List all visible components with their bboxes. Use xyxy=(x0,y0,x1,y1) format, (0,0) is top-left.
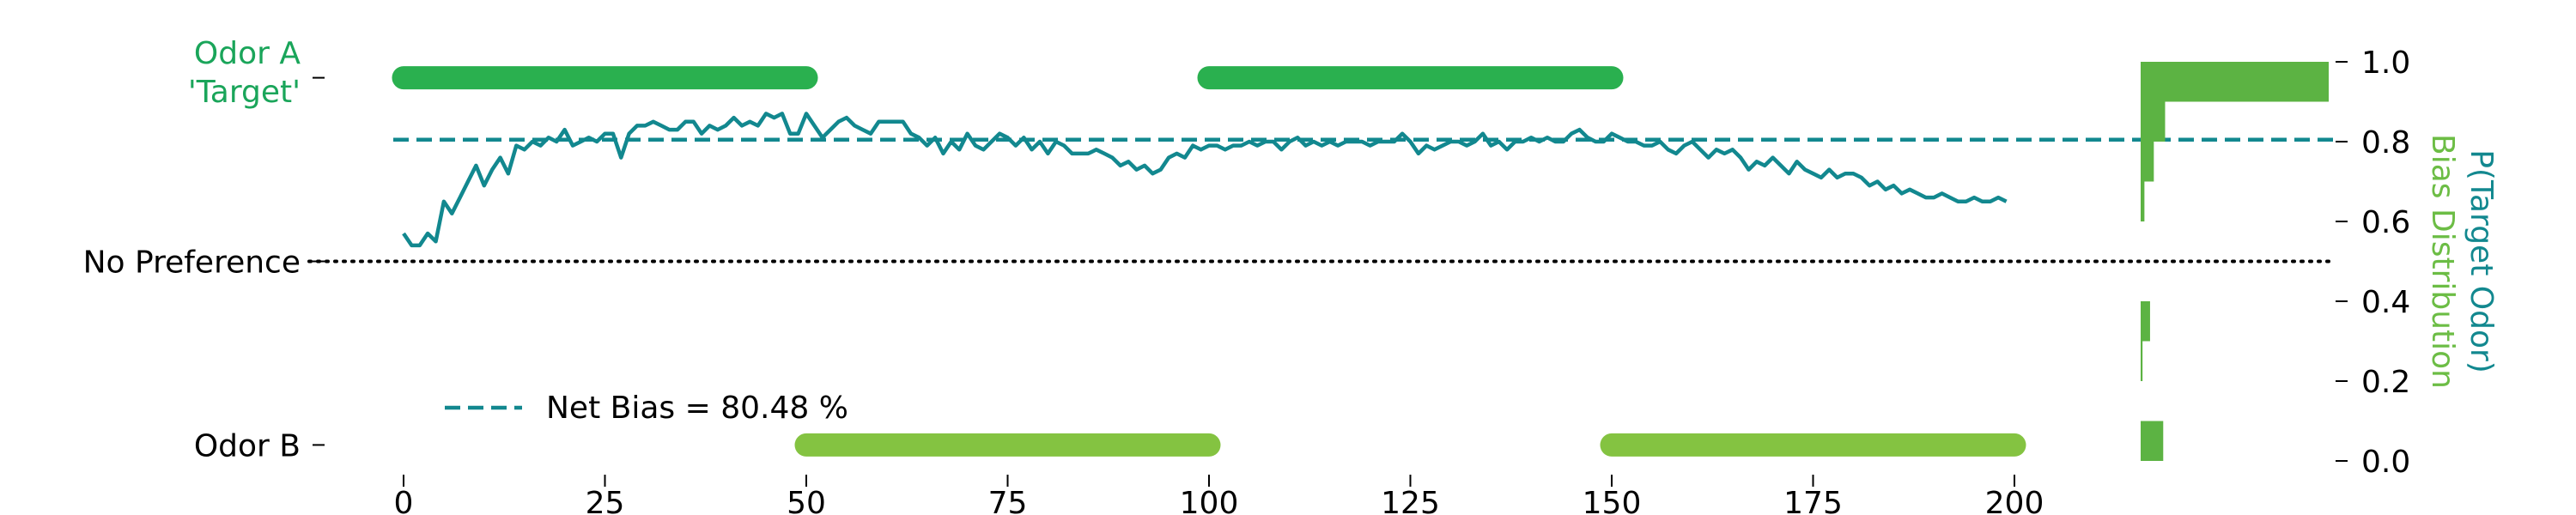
left-label-odor_a-line-1: 'Target' xyxy=(188,75,301,110)
bias-bin-3 xyxy=(2141,181,2145,221)
x-tick-label-25: 25 xyxy=(586,486,625,515)
left-label-no_pref-line-0: No Preference xyxy=(83,245,301,281)
x-tick-label-75: 75 xyxy=(988,486,1028,515)
bias-bin-6 xyxy=(2141,62,2329,102)
bias-bin-0 xyxy=(2141,421,2164,461)
x-axis: 0 25 50 75 100 125 150 175 200 xyxy=(394,475,2044,515)
left-label-odor_a-line-0: Odor A xyxy=(194,36,301,71)
x-tick-label-200: 200 xyxy=(1985,486,2044,515)
legend: Net Bias = 80.48 % xyxy=(445,391,848,426)
y-tick-label-0.6: 0.6 xyxy=(2361,205,2410,240)
bias-distribution-histogram xyxy=(2141,62,2329,461)
x-tick-label-50: 50 xyxy=(787,486,826,515)
x-tick-label-175: 175 xyxy=(1783,486,1843,515)
left-labels: Odor A 'Target' No Preference Odor B xyxy=(83,36,325,464)
y-tick-label-0.2: 0.2 xyxy=(2361,365,2410,400)
bias-bin-4 xyxy=(2141,142,2154,182)
bias-bin-1 xyxy=(2141,341,2143,381)
bias-bin-2 xyxy=(2141,301,2150,342)
y-tick-label-0.8: 0.8 xyxy=(2361,125,2410,161)
y-axis-label-p-target-odor: P(Target Odor) xyxy=(2464,149,2499,373)
x-tick-label-125: 125 xyxy=(1381,486,1440,515)
y-axis-right: 0.0 0.2 0.4 0.6 0.8 1.0 xyxy=(2336,45,2410,480)
x-tick-label-100: 100 xyxy=(1180,486,1239,515)
y-axis-label-bias-distribution: Bias Distribution xyxy=(2425,134,2460,389)
bias-bin-5 xyxy=(2141,101,2166,142)
probability-target-odor-line xyxy=(402,112,2008,248)
x-tick-label-0: 0 xyxy=(394,486,414,515)
y-tick-label-0.4: 0.4 xyxy=(2361,285,2410,320)
legend-net-bias-label: Net Bias = 80.48 % xyxy=(546,391,848,426)
y-tick-label-1.0: 1.0 xyxy=(2361,45,2410,81)
x-tick-label-150: 150 xyxy=(1583,486,1642,515)
odor-blocks xyxy=(392,66,2026,457)
y-tick-label-0.0: 0.0 xyxy=(2361,445,2410,480)
left-label-odor_b-line-0: Odor B xyxy=(194,428,301,464)
